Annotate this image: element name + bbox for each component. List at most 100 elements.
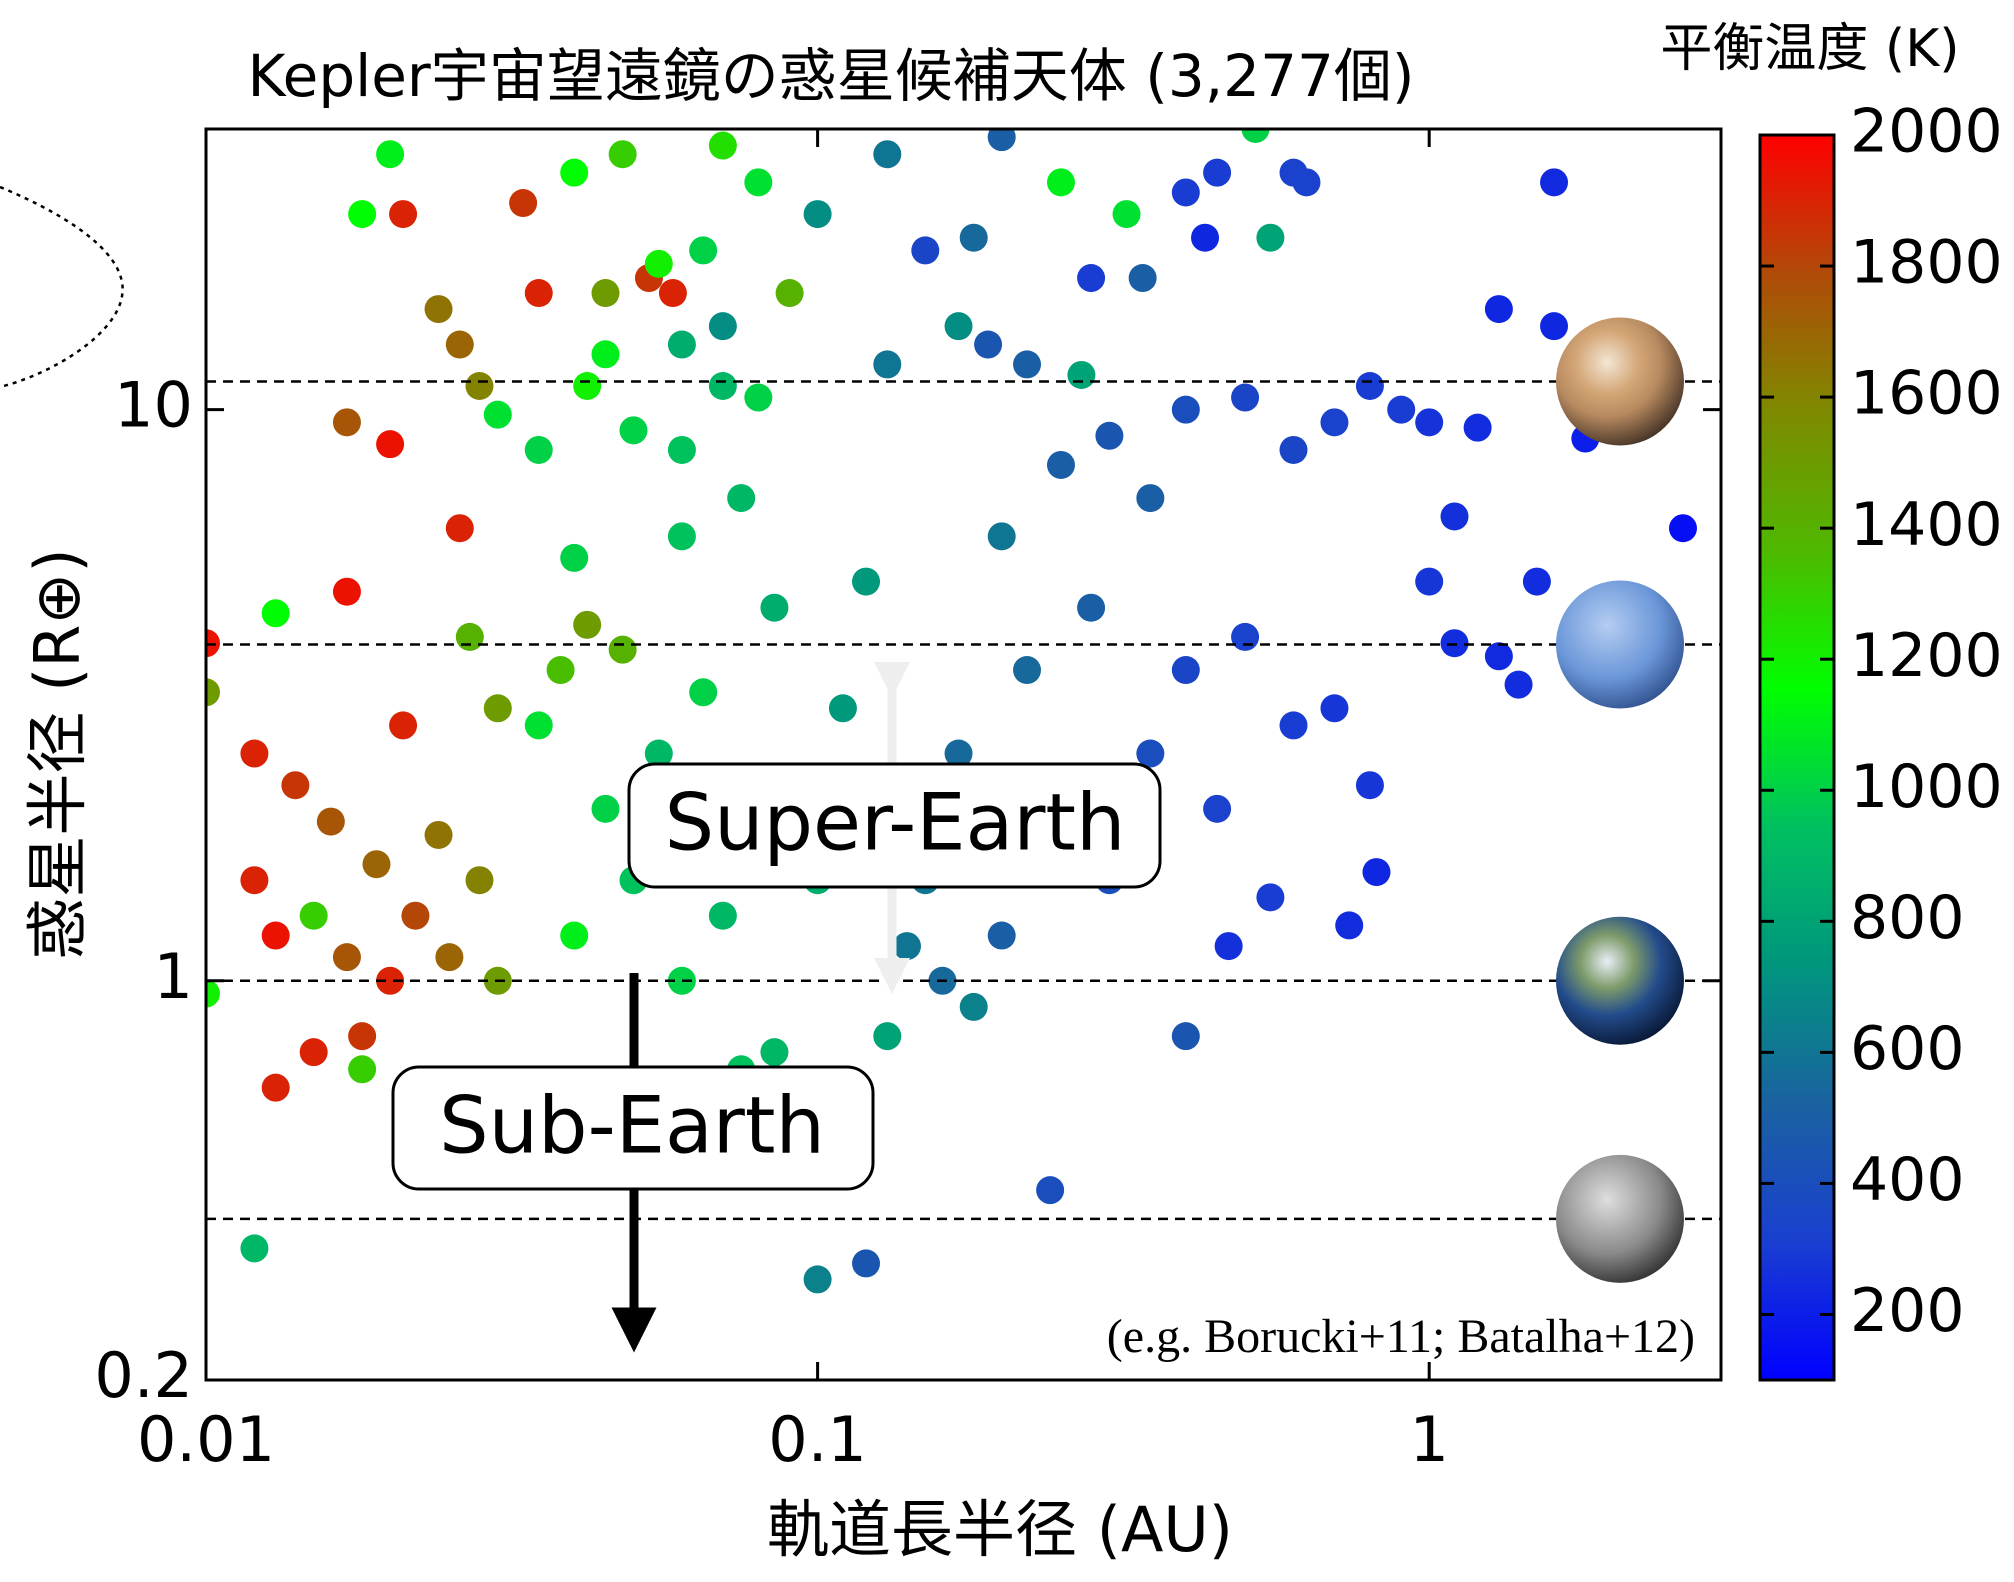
- point: [240, 1234, 268, 1262]
- planet-image: [1556, 1155, 1684, 1283]
- point: [829, 694, 857, 722]
- point: [262, 599, 290, 627]
- point: [760, 594, 788, 622]
- colorbar-tick-label: 1200: [1850, 621, 2003, 691]
- point: [1256, 224, 1284, 252]
- point: [1441, 629, 1469, 657]
- point: [1172, 178, 1200, 206]
- point: [727, 484, 755, 512]
- planet-image: [1556, 318, 1684, 446]
- point: [1095, 422, 1123, 450]
- x-tick-label: 0.01: [137, 1403, 275, 1476]
- point: [401, 902, 429, 930]
- point: [484, 401, 512, 429]
- point: [1231, 623, 1259, 651]
- point: [1113, 200, 1141, 228]
- point: [1292, 168, 1320, 196]
- point: [709, 372, 737, 400]
- point: [1077, 264, 1105, 292]
- colorbar: [1760, 135, 1834, 1380]
- colorbar-tick-label: 1000: [1850, 752, 2003, 822]
- y-tick-label: 10: [114, 369, 193, 442]
- point: [592, 279, 620, 307]
- point: [560, 159, 588, 187]
- point: [945, 312, 973, 340]
- point: [573, 372, 601, 400]
- point: [893, 932, 921, 960]
- point: [1540, 168, 1568, 196]
- point: [1047, 451, 1075, 479]
- point: [744, 168, 772, 196]
- point: [376, 140, 404, 168]
- point: [1362, 858, 1390, 886]
- point: [689, 236, 717, 264]
- point: [333, 408, 361, 436]
- point: [1129, 264, 1157, 292]
- colorbar-tick-label: 2000: [1850, 97, 2003, 167]
- point: [333, 578, 361, 606]
- point: [484, 694, 512, 722]
- point: [1172, 396, 1200, 424]
- point: [1191, 224, 1219, 252]
- point: [465, 372, 493, 400]
- point: [744, 384, 772, 412]
- colorbar-tick-label: 1800: [1850, 228, 2003, 298]
- point: [389, 711, 417, 739]
- point: [1415, 568, 1443, 596]
- planet-image: [1556, 917, 1684, 1045]
- point: [873, 350, 901, 378]
- point: [1280, 711, 1308, 739]
- point: [609, 636, 637, 664]
- point: [709, 132, 737, 160]
- point: [873, 140, 901, 168]
- annotation: Sub-Earth: [439, 1081, 825, 1171]
- point: [1280, 436, 1308, 464]
- point: [1441, 502, 1469, 530]
- point: [1036, 1176, 1064, 1204]
- point: [911, 236, 939, 264]
- point: [668, 331, 696, 359]
- point: [446, 331, 474, 359]
- point: [988, 123, 1016, 151]
- annotation: (e.g. Borucki+11; Batalha+12): [1107, 1310, 1695, 1363]
- point: [1067, 361, 1095, 389]
- point: [1669, 514, 1697, 542]
- point: [689, 678, 717, 706]
- point: [573, 611, 601, 639]
- point: [1320, 694, 1348, 722]
- point: [619, 416, 647, 444]
- point: [560, 544, 588, 572]
- point: [709, 312, 737, 340]
- point: [525, 279, 553, 307]
- colorbar-tick-label: 200: [1850, 1276, 1965, 1346]
- point: [547, 656, 575, 684]
- point: [1047, 168, 1075, 196]
- point: [1136, 484, 1164, 512]
- point: [1231, 384, 1259, 412]
- point: [988, 922, 1016, 950]
- point: [1256, 883, 1284, 911]
- point: [1505, 671, 1533, 699]
- point: [465, 866, 493, 894]
- colorbar-tick-label: 600: [1850, 1014, 1965, 1084]
- x-axis-label: 軌道長半径 (AU): [767, 1493, 1233, 1566]
- point: [1215, 932, 1243, 960]
- point: [525, 436, 553, 464]
- point: [609, 140, 637, 168]
- point: [645, 250, 673, 278]
- point: [804, 1265, 832, 1293]
- y-axis-label: 惑星半径 (R⊕): [21, 548, 94, 959]
- colorbar-title: 平衡温度 (K): [1660, 19, 1959, 79]
- point: [317, 808, 345, 836]
- point: [988, 522, 1016, 550]
- point: [425, 295, 453, 323]
- point: [776, 279, 804, 307]
- y-tick-label: 1: [154, 940, 193, 1013]
- point: [1540, 312, 1568, 340]
- point: [262, 1074, 290, 1102]
- dotted-curve: [0, 187, 123, 387]
- point: [1485, 295, 1513, 323]
- point: [435, 943, 463, 971]
- point: [852, 568, 880, 596]
- point: [709, 902, 737, 930]
